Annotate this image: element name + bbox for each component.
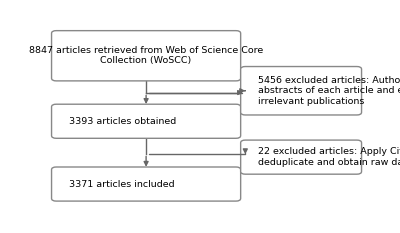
- Text: 22 excluded articles: Apply Citespace to
deduplicate and obtain raw data: 22 excluded articles: Apply Citespace to…: [258, 147, 400, 167]
- FancyBboxPatch shape: [52, 31, 241, 81]
- Text: 3393 articles obtained: 3393 articles obtained: [69, 117, 176, 126]
- FancyBboxPatch shape: [52, 104, 241, 138]
- Text: 8847 articles retrieved from Web of Science Core
Collection (WoSCC): 8847 articles retrieved from Web of Scie…: [29, 46, 263, 65]
- Text: 5456 excluded articles: Authors review the
abstracts of each article and elimina: 5456 excluded articles: Authors review t…: [258, 76, 400, 106]
- Text: 3371 articles included: 3371 articles included: [69, 180, 174, 188]
- FancyBboxPatch shape: [52, 167, 241, 201]
- FancyBboxPatch shape: [241, 140, 362, 174]
- FancyBboxPatch shape: [241, 67, 362, 115]
